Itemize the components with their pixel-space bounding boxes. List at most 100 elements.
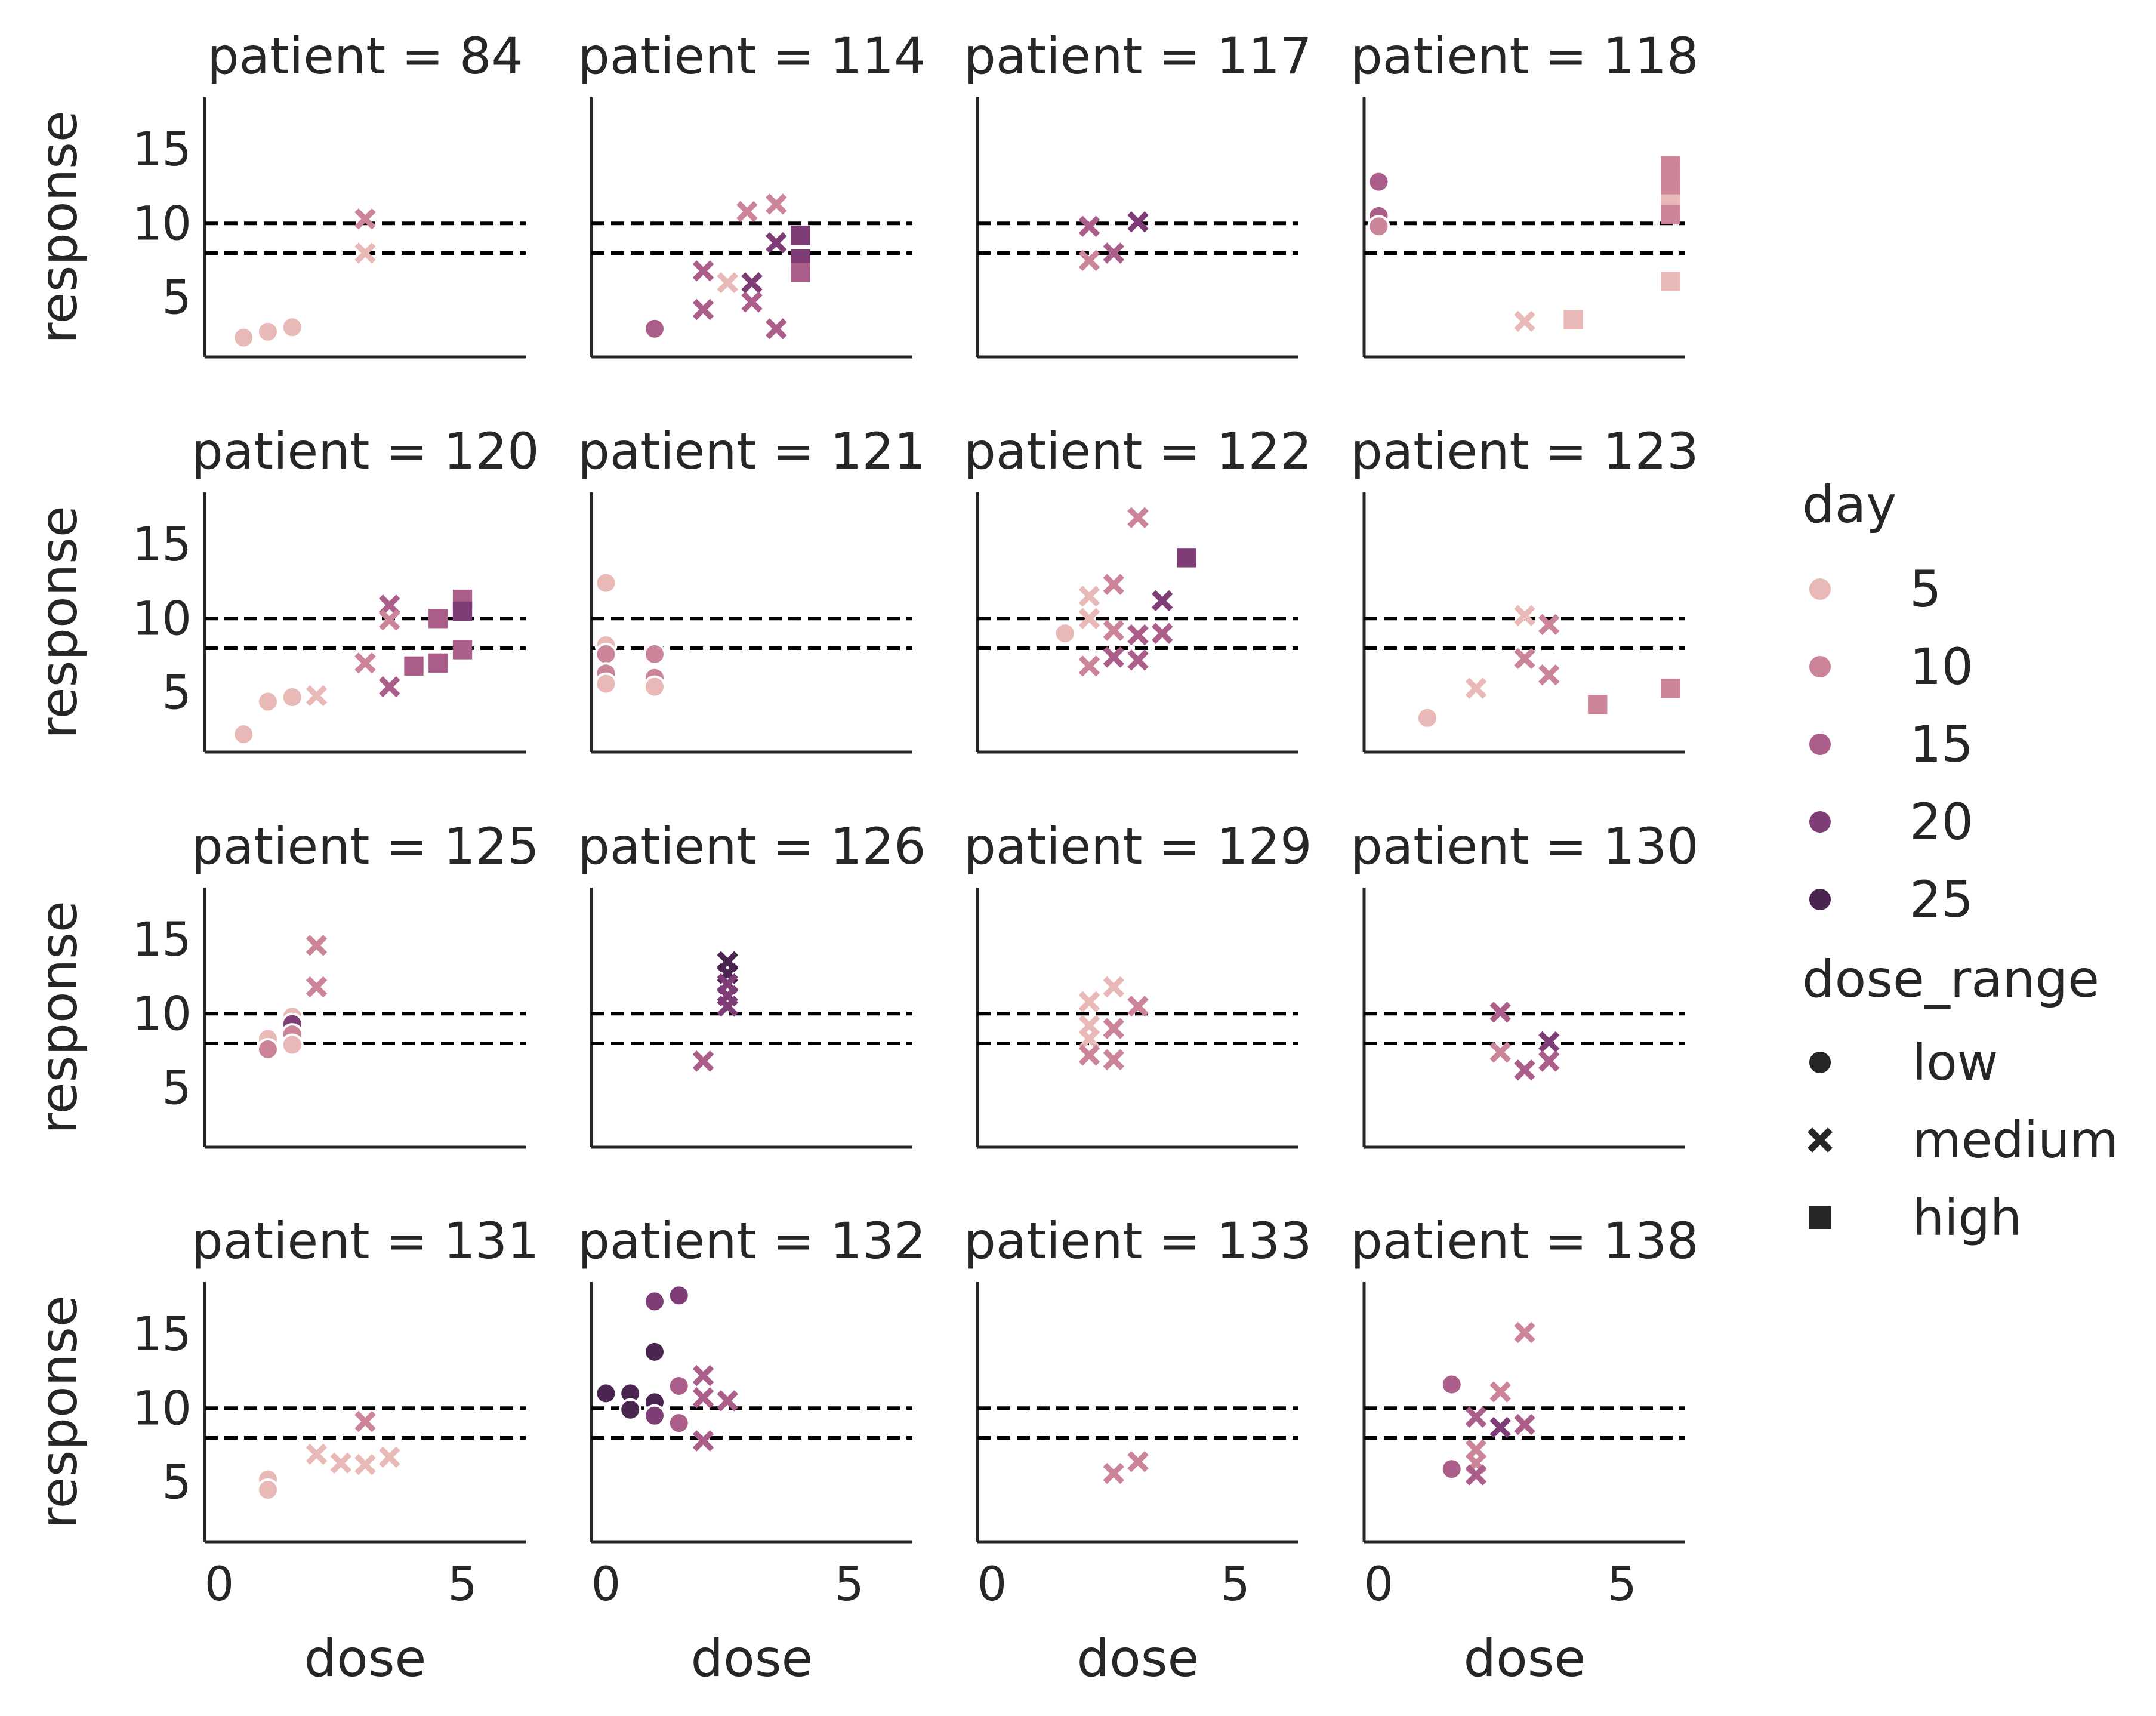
y-tick-label: 10 [132, 592, 192, 646]
y-axis-label: response [29, 110, 89, 344]
panel-patient-126: patient = 126 [578, 817, 926, 1149]
panel-patient-132: patient = 132 0 5 dose [578, 1212, 926, 1689]
data-point [256, 1037, 279, 1061]
panel-title: patient = 132 [578, 1212, 926, 1270]
data-point [594, 672, 618, 695]
data-point [766, 318, 787, 340]
data-point [717, 272, 738, 294]
panel-title: patient = 120 [191, 422, 539, 480]
data-point [643, 317, 666, 340]
panel-patient-133: patient = 133 0 5 dose [964, 1212, 1312, 1689]
legend-label-day: 5 [1910, 560, 1941, 618]
y-axis-label: response [29, 1295, 89, 1529]
data-point [667, 1284, 690, 1307]
data-point [1661, 678, 1680, 698]
data-point [717, 996, 738, 1017]
data-point [1465, 677, 1487, 699]
data-point [1588, 695, 1608, 714]
data-point [1440, 1373, 1463, 1396]
x-axis-label: dose [1077, 1629, 1199, 1689]
data-point [452, 640, 473, 660]
data-point [594, 571, 618, 594]
data-point [1563, 310, 1583, 330]
panel-title: patient = 126 [578, 817, 926, 876]
y-axis-label: response [29, 901, 89, 1134]
data-point [736, 201, 758, 223]
x-tick-label: 0 [977, 1558, 1007, 1612]
data-point [1078, 1028, 1100, 1050]
panel-title: patient = 117 [964, 27, 1312, 85]
data-point [1514, 1413, 1535, 1435]
data-point [766, 193, 787, 215]
data-point [1489, 1042, 1511, 1063]
data-point [1103, 620, 1124, 641]
data-point [692, 1387, 714, 1409]
data-point [354, 1453, 376, 1475]
panel-patient-114: patient = 114 [578, 27, 926, 359]
data-point [594, 642, 618, 666]
data-point [1103, 1018, 1124, 1039]
data-point [1465, 1464, 1487, 1486]
data-point [1661, 175, 1680, 195]
data-point [1127, 649, 1149, 671]
data-point [232, 723, 255, 746]
legend-marker [1807, 654, 1833, 680]
y-tick-label: 15 [132, 913, 192, 967]
y-tick-label: 5 [162, 1456, 192, 1510]
x-axis-label: dose [1464, 1629, 1586, 1689]
legend-marker [1807, 809, 1833, 835]
data-point [643, 642, 666, 666]
data-point [667, 1375, 690, 1397]
y-tick-label: 10 [132, 197, 192, 251]
data-point [1440, 1458, 1463, 1481]
data-point [1053, 622, 1077, 645]
data-point [379, 609, 400, 631]
data-point [1127, 996, 1149, 1017]
data-point [692, 1430, 714, 1452]
y-axis-label: response [29, 506, 89, 739]
data-point [1514, 605, 1535, 627]
legend-marker [1807, 731, 1833, 757]
data-point [1661, 272, 1680, 291]
data-point [306, 976, 328, 998]
data-point [1538, 664, 1560, 686]
data-point [1078, 1045, 1100, 1066]
data-point [1152, 590, 1173, 612]
data-point [280, 316, 304, 339]
data-point [1127, 507, 1149, 529]
panel-title: patient = 123 [1350, 422, 1698, 480]
data-point [1103, 976, 1124, 998]
panel-title: patient = 131 [191, 1212, 539, 1270]
data-point [256, 690, 279, 713]
data-point [1127, 624, 1149, 646]
x-tick-label: 5 [448, 1558, 477, 1612]
legend-label-dose-range: medium [1913, 1111, 2118, 1169]
y-tick-label: 10 [132, 987, 192, 1041]
data-point [1367, 170, 1390, 193]
data-point [791, 226, 810, 245]
legend-title-dose-range: dose_range [1802, 950, 2099, 1009]
data-point [354, 208, 376, 230]
data-point [354, 242, 376, 264]
data-point [1538, 1050, 1560, 1072]
data-point [232, 326, 255, 349]
x-axis-label: dose [304, 1629, 427, 1689]
data-point [643, 1290, 666, 1313]
panel-patient-122: patient = 122 [964, 422, 1312, 754]
y-tick-label: 15 [132, 518, 192, 572]
data-point [1489, 1002, 1511, 1023]
data-point [1538, 1031, 1560, 1053]
data-point [1103, 242, 1124, 264]
panel-title: patient = 133 [964, 1212, 1312, 1270]
data-point [1103, 646, 1124, 668]
data-point [692, 1364, 714, 1387]
legend-title-day: day [1802, 475, 1896, 535]
data-point [692, 260, 714, 282]
panel-patient-84: patient = 84 5 10 15 response [29, 27, 526, 359]
panel-patient-125: patient = 125 5 10 15 response [29, 817, 539, 1149]
panel-patient-129: patient = 129 [964, 817, 1312, 1149]
y-tick-label: 10 [132, 1382, 192, 1435]
data-point [1127, 211, 1149, 233]
panel-title: patient = 122 [964, 422, 1312, 480]
